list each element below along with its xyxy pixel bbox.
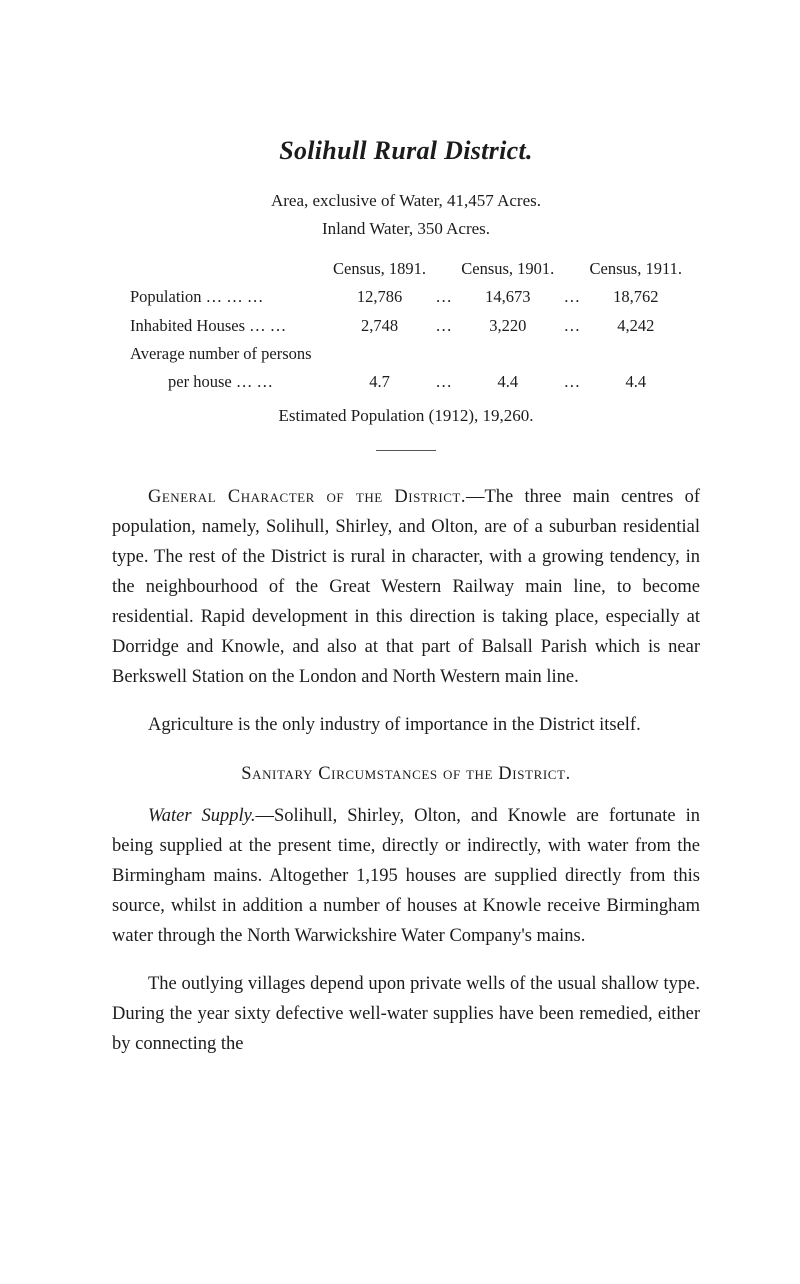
cell-value: 12,786: [329, 283, 430, 311]
para-lead-water: Water Supply.: [148, 806, 256, 826]
para-text: —The three main centres of population, n…: [112, 487, 700, 687]
page-title: Solihull Rural District.: [112, 132, 700, 170]
row-label-avg-persons: Average number of persons: [126, 340, 329, 368]
dots: …: [558, 312, 585, 340]
census-header-1891: Census, 1891.: [329, 255, 430, 283]
table-row: Average number of persons: [126, 340, 686, 368]
area-line: Area, exclusive of Water, 41,457 Acres.: [112, 188, 700, 213]
section-divider: [376, 450, 436, 451]
cell-value: 4.7: [329, 368, 430, 396]
table-row: per house … … 4.7 … 4.4 … 4.4: [126, 368, 686, 396]
census-table: Census, 1891. Census, 1901. Census, 1911…: [126, 255, 686, 397]
census-header-1901: Census, 1901.: [457, 255, 558, 283]
paragraph-outlying-villages: The outlying villages depend upon privat…: [112, 970, 700, 1060]
census-header-1911: Census, 1911.: [586, 255, 686, 283]
row-label-per-house: per house … …: [126, 368, 329, 396]
cell-value: 4.4: [457, 368, 558, 396]
row-label-population: Population … … …: [126, 283, 329, 311]
cell-value: 18,762: [586, 283, 686, 311]
cell-value: 14,673: [457, 283, 558, 311]
table-header-row: Census, 1891. Census, 1901. Census, 1911…: [126, 255, 686, 283]
dots: …: [430, 283, 457, 311]
table-row: Inhabited Houses … … 2,748 … 3,220 … 4,2…: [126, 312, 686, 340]
paragraph-general-character: General Character of the District.—The t…: [112, 483, 700, 693]
estimated-population-line: Estimated Population (1912), 19,260.: [112, 403, 700, 428]
table-row: Population … … … 12,786 … 14,673 … 18,76…: [126, 283, 686, 311]
para-text: —Solihull, Shirley, Olton, and Knowle ar…: [112, 806, 700, 946]
dots: …: [558, 283, 585, 311]
paragraph-agriculture: Agriculture is the only industry of impo…: [112, 711, 700, 741]
cell-value: 4.4: [586, 368, 686, 396]
paragraph-water-supply: Water Supply.—Solihull, Shirley, Olton, …: [112, 802, 700, 952]
inland-water-line: Inland Water, 350 Acres.: [112, 216, 700, 241]
section-heading-sanitary: Sanitary Circumstances of the District.: [112, 761, 700, 788]
para-lead-general: General Character of the District.: [148, 487, 466, 507]
cell-value: 4,242: [586, 312, 686, 340]
cell-value: 3,220: [457, 312, 558, 340]
dots: …: [430, 368, 457, 396]
dots: …: [430, 312, 457, 340]
row-label-houses: Inhabited Houses … …: [126, 312, 329, 340]
dots: …: [558, 368, 585, 396]
cell-value: 2,748: [329, 312, 430, 340]
